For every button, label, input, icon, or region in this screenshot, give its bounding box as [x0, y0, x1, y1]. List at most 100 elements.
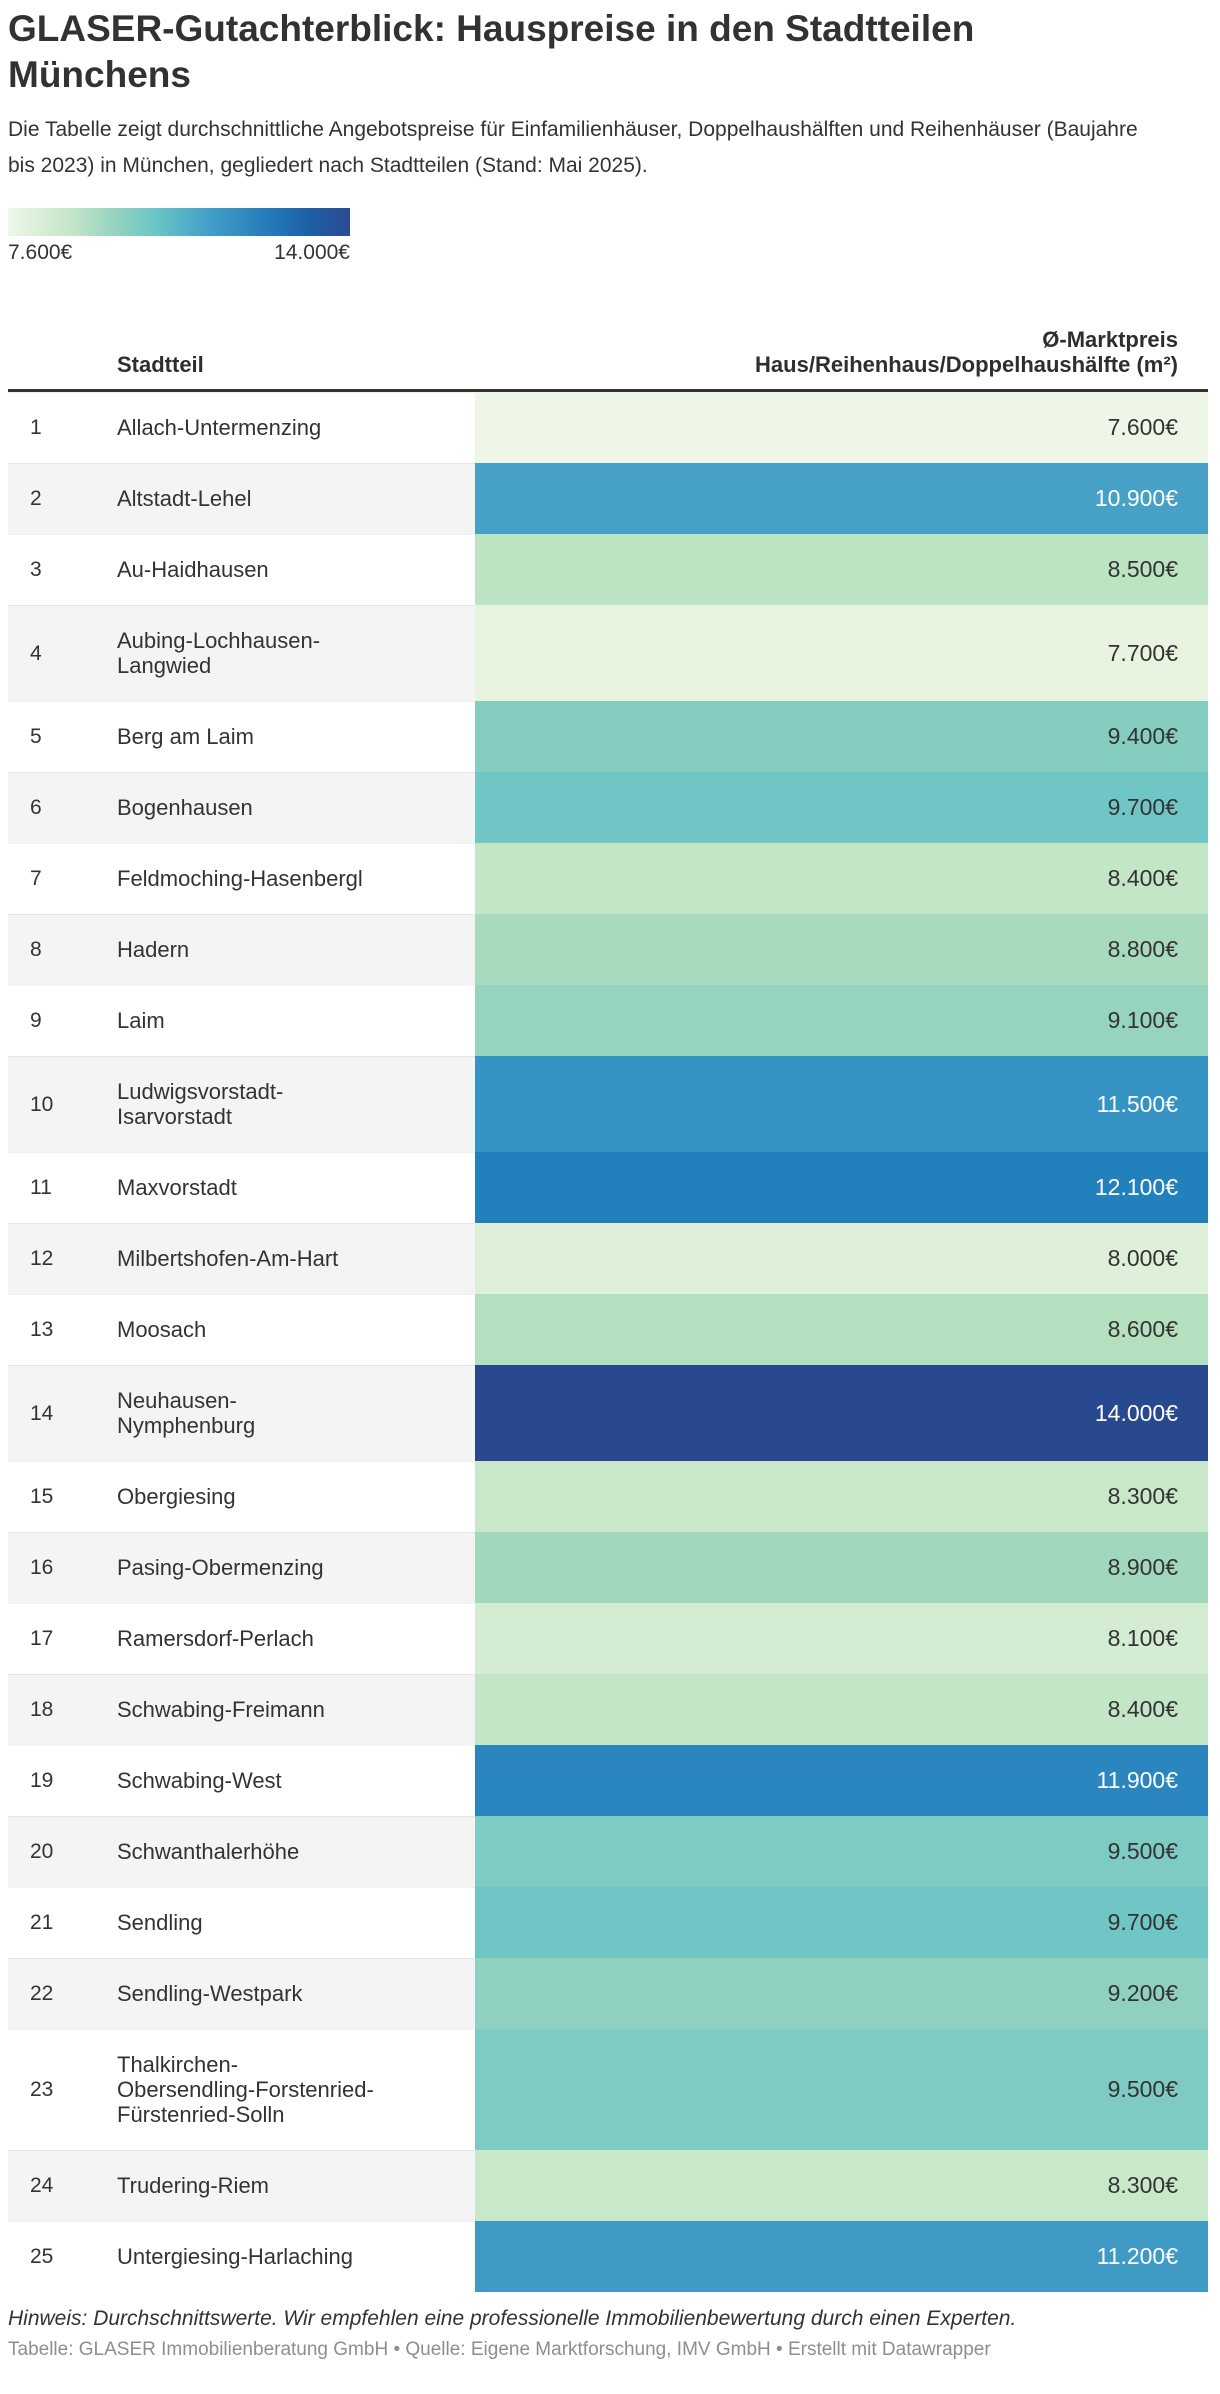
row-district: Feldmoching-Hasenbergl — [117, 843, 475, 914]
table-row: 24 Trudering-Riem 8.300€ — [8, 2150, 1208, 2221]
row-district-label: Altstadt-Lehel — [117, 486, 252, 511]
row-rank: 11 — [30, 1176, 52, 1199]
row-price: 8.400€ — [475, 843, 1208, 914]
page-description: Die Tabelle zeigt durchschnittliche Ange… — [8, 118, 1138, 177]
row-district-label: Berg am Laim — [117, 724, 254, 749]
row-district: Altstadt-Lehel — [117, 463, 475, 534]
row-rank: 22 — [30, 1982, 54, 2005]
row-price: 7.700€ — [475, 605, 1208, 701]
row-price: 14.000€ — [475, 1365, 1208, 1461]
table-row: 15 Obergiesing 8.300€ — [8, 1461, 1208, 1532]
row-district: Au-Haidhausen — [117, 534, 475, 605]
row-district-label: Thalkirchen- Obersendling-Forstenried- F… — [117, 2052, 374, 2127]
row-district: Ludwigsvorstadt- Isarvorstadt — [117, 1056, 475, 1152]
table-row: 9 Laim 9.100€ — [8, 985, 1208, 1056]
table-row: 1 Allach-Untermenzing 7.600€ — [8, 392, 1208, 463]
row-price: 9.200€ — [475, 1958, 1208, 2029]
table-row: 17 Ramersdorf-Perlach 8.100€ — [8, 1603, 1208, 1674]
row-price: 7.600€ — [475, 392, 1208, 463]
row-rank: 7 — [30, 867, 42, 890]
row-district: Untergiesing-Harlaching — [117, 2221, 475, 2292]
table-row: 23 Thalkirchen- Obersendling-Forstenried… — [8, 2029, 1208, 2150]
table-row: 16 Pasing-Obermenzing 8.900€ — [8, 1532, 1208, 1603]
row-rank: 6 — [30, 796, 42, 819]
row-price: 8.900€ — [475, 1532, 1208, 1603]
row-rank: 1 — [30, 416, 42, 439]
table-row: 2 Altstadt-Lehel 10.900€ — [8, 463, 1208, 534]
row-price: 11.900€ — [475, 1745, 1208, 1816]
row-district: Berg am Laim — [117, 701, 475, 772]
row-rank: 12 — [30, 1247, 54, 1270]
row-district: Ramersdorf-Perlach — [117, 1603, 475, 1674]
row-price: 9.700€ — [475, 772, 1208, 843]
row-price: 9.700€ — [475, 1887, 1208, 1958]
footer-attribution: Tabelle: GLASER Immobilienberatung GmbH … — [8, 2339, 991, 2360]
row-price: 9.400€ — [475, 701, 1208, 772]
legend-max-label: 14.000€ — [274, 241, 350, 264]
row-rank: 10 — [30, 1092, 54, 1116]
table-row: 8 Hadern 8.800€ — [8, 914, 1208, 985]
table-row: 19 Schwabing-West 11.900€ — [8, 1745, 1208, 1816]
row-district: Allach-Untermenzing — [117, 392, 475, 463]
row-rank: 9 — [30, 1009, 42, 1032]
row-rank: 14 — [30, 1401, 54, 1425]
row-rank: 18 — [30, 1698, 54, 1721]
column-header-stadtteil: Stadtteil — [117, 352, 204, 377]
row-price: 9.500€ — [475, 1816, 1208, 1887]
row-district-label: Milbertshofen-Am-Hart — [117, 1246, 339, 1271]
row-district: Moosach — [117, 1294, 475, 1365]
table-header-row: Stadtteil Ø-Marktpreis Haus/Reihenhaus/D… — [8, 301, 1208, 392]
row-district-label: Obergiesing — [117, 1484, 236, 1509]
row-district-label: Maxvorstadt — [117, 1175, 237, 1200]
row-district: Bogenhausen — [117, 772, 475, 843]
row-district-label: Feldmoching-Hasenbergl — [117, 866, 363, 891]
row-district: Schwabing-Freimann — [117, 1674, 475, 1745]
table-row: 12 Milbertshofen-Am-Hart 8.000€ — [8, 1223, 1208, 1294]
row-rank: 2 — [30, 487, 42, 510]
row-district: Trudering-Riem — [117, 2150, 475, 2221]
row-district-label: Allach-Untermenzing — [117, 415, 322, 440]
row-rank: 23 — [30, 2078, 54, 2101]
row-price: 8.100€ — [475, 1603, 1208, 1674]
row-district: Schwabing-West — [117, 1745, 475, 1816]
page-title: GLASER-Gutachterblick: Hauspreise in den… — [8, 8, 975, 95]
table-row: 4 Aubing-Lochhausen- Langwied 7.700€ — [8, 605, 1208, 701]
row-district: Laim — [117, 985, 475, 1056]
row-district-label: Schwabing-West — [117, 1768, 282, 1793]
row-district-label: Au-Haidhausen — [117, 557, 269, 582]
row-district-label: Untergiesing-Harlaching — [117, 2244, 354, 2269]
legend-labels: 7.600€ 14.000€ — [8, 241, 350, 265]
row-rank: 3 — [30, 558, 42, 581]
row-price: 8.300€ — [475, 2150, 1208, 2221]
row-rank: 4 — [30, 641, 42, 665]
row-price: 9.500€ — [475, 2029, 1208, 2150]
price-table: Stadtteil Ø-Marktpreis Haus/Reihenhaus/D… — [8, 301, 1208, 2292]
row-price: 12.100€ — [475, 1152, 1208, 1223]
row-price: 8.000€ — [475, 1223, 1208, 1294]
row-price: 8.800€ — [475, 914, 1208, 985]
table-row: 22 Sendling-Westpark 9.200€ — [8, 1958, 1208, 2029]
table-row: 21 Sendling 9.700€ — [8, 1887, 1208, 1958]
row-district: Sendling-Westpark — [117, 1958, 475, 2029]
row-price: 9.100€ — [475, 985, 1208, 1056]
row-price: 10.900€ — [475, 463, 1208, 534]
row-district: Milbertshofen-Am-Hart — [117, 1223, 475, 1294]
row-district-label: Sendling-Westpark — [117, 1981, 303, 2006]
row-district: Aubing-Lochhausen- Langwied — [117, 605, 475, 701]
row-district-label: Aubing-Lochhausen- Langwied — [117, 628, 321, 678]
row-rank: 17 — [30, 1627, 54, 1650]
color-legend: 7.600€ 14.000€ — [8, 208, 350, 265]
row-district: Hadern — [117, 914, 475, 985]
row-price: 8.600€ — [475, 1294, 1208, 1365]
row-district-label: Ramersdorf-Perlach — [117, 1626, 314, 1651]
table-row: 7 Feldmoching-Hasenbergl 8.400€ — [8, 843, 1208, 914]
table-row: 11 Maxvorstadt 12.100€ — [8, 1152, 1208, 1223]
row-rank: 19 — [30, 1769, 54, 1792]
row-price: 11.500€ — [475, 1056, 1208, 1152]
footer-note: Hinweis: Durchschnittswerte. Wir empfehl… — [8, 2307, 1017, 2330]
row-district: Sendling — [117, 1887, 475, 1958]
row-district-label: Sendling — [117, 1910, 203, 1935]
column-header-rank — [8, 301, 117, 389]
row-price: 8.500€ — [475, 534, 1208, 605]
